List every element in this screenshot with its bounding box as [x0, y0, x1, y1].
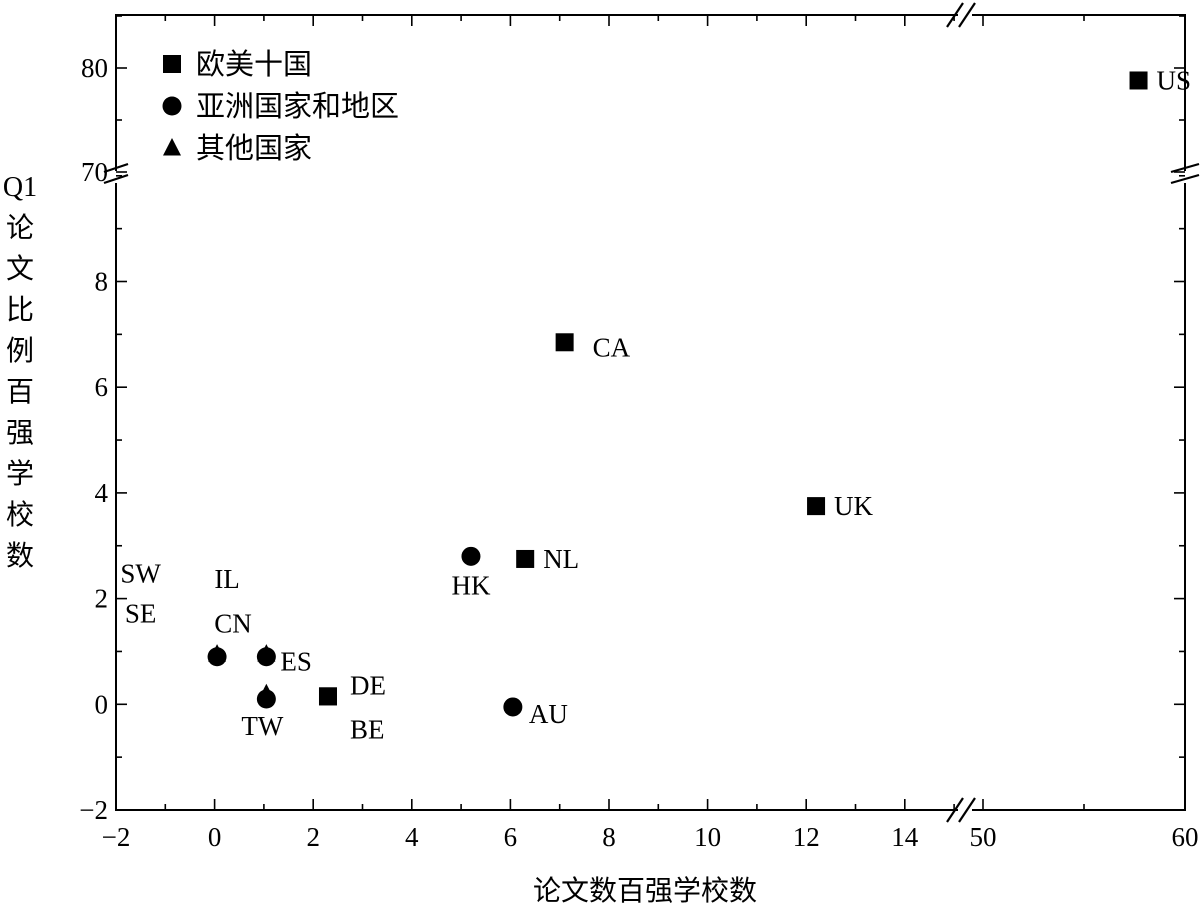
- x-tick-label: 0: [208, 822, 222, 852]
- y-axis-title-char: 强: [6, 418, 34, 449]
- point-label: NL: [543, 544, 579, 574]
- point-label: CN: [214, 609, 252, 639]
- y-axis-title-char: 文: [6, 253, 34, 285]
- point-label: AU: [529, 699, 568, 729]
- x-tick-label: 50: [970, 822, 997, 852]
- legend-label: 欧美十国: [196, 48, 312, 81]
- point-label: DE: [350, 670, 386, 700]
- y-axis-title-char: 校: [6, 499, 34, 531]
- legend-marker: [163, 138, 181, 156]
- y-axis-title-text: Q1 论文比例百强学校数: [3, 172, 37, 572]
- x-tick-label: 8: [602, 822, 616, 852]
- point-marker: [555, 333, 574, 352]
- point-label: CA: [593, 332, 631, 362]
- point-label: HK: [451, 570, 490, 600]
- y-axis-title-char: 百: [6, 377, 34, 408]
- point-labels: US CA UK NL HK DE BE AU ES TW CN IL SW SE: [120, 65, 1191, 744]
- y-axis-title: Q1 论文比例百强学校数: [3, 172, 37, 572]
- y-tick-label: 80: [81, 53, 108, 83]
- y-break-mark-right: [1170, 162, 1200, 174]
- x-break-mark-top: [946, 2, 964, 28]
- axes: −2 0 2 4 6 8 10 12 14 50 60 −2 0 2 4 6 8 70 80: [79, 2, 1200, 852]
- y-axis-title-char: Q1: [3, 172, 37, 203]
- x-tick-label: 12: [793, 822, 820, 852]
- point-label: TW: [241, 711, 283, 741]
- point-label: SE: [125, 598, 157, 628]
- legend-label: 其他国家: [196, 132, 312, 165]
- point-marker: [257, 644, 276, 662]
- point-marker: [318, 687, 337, 706]
- point-label: BE: [350, 714, 385, 744]
- x-tick-label: 14: [891, 822, 919, 852]
- point-label: UK: [834, 491, 873, 521]
- point-label: US: [1157, 65, 1192, 95]
- x-tick-label: 6: [504, 822, 518, 852]
- point-marker: [807, 497, 826, 516]
- y-tick-label: 8: [95, 267, 109, 297]
- point-label: ES: [280, 647, 312, 677]
- x-tick-label: 2: [306, 822, 320, 852]
- y-tick-label: 2: [95, 584, 109, 614]
- legend-marker: [163, 55, 181, 73]
- data-points: [207, 71, 1148, 717]
- y-tick-label: 6: [95, 372, 109, 402]
- point-label: IL: [214, 564, 239, 594]
- y-tick-label: 70: [81, 157, 108, 187]
- x-tick-label: 60: [1172, 822, 1199, 852]
- y-axis-title-char: 数: [6, 540, 34, 572]
- y-tick-label: −2: [79, 795, 108, 825]
- plot-frame: [115, 14, 1186, 811]
- y-break-mark-right: [1170, 173, 1200, 185]
- point-marker: [503, 697, 523, 717]
- x-break-mark-bottom: [946, 797, 964, 823]
- y-axis-title-char: 例: [6, 335, 34, 367]
- point-marker: [257, 683, 276, 702]
- legend-label: 亚洲国家和地区: [196, 90, 399, 123]
- x-tick-label: 4: [405, 822, 419, 852]
- y-tick-label: 0: [95, 689, 109, 719]
- x-tick-label: 10: [694, 822, 721, 852]
- y-tick-label: 4: [95, 478, 109, 508]
- x-break-mark-bottom: [958, 797, 976, 823]
- x-break-mark-top: [958, 2, 976, 28]
- point-marker: [516, 549, 535, 568]
- y-break-mark-left: [103, 162, 129, 174]
- point-marker: [1129, 71, 1148, 90]
- y-break-mark-left: [103, 173, 129, 185]
- y-axis-title-char: 学: [6, 458, 34, 490]
- point-marker: [208, 644, 227, 662]
- legend-marker: [162, 96, 182, 116]
- point-label: SW: [120, 559, 161, 589]
- x-axis-title: 论文数百强学校数: [533, 875, 757, 907]
- y-axis-title-char: 论: [6, 212, 34, 244]
- x-tick-label: −2: [102, 822, 131, 852]
- y-axis-title-char: 比: [6, 294, 34, 326]
- point-marker: [461, 546, 481, 566]
